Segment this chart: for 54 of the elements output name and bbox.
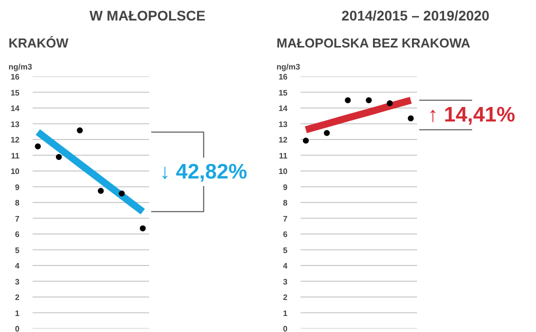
y-tick-label: 10 — [278, 167, 288, 176]
y-tick-label: 16 — [10, 72, 20, 82]
y-tick-label: 2 — [15, 293, 20, 302]
y-tick-label: 4 — [15, 262, 20, 270]
y-tick-label: 3 — [15, 277, 20, 286]
y-tick-label: 13 — [278, 120, 288, 129]
y-tick-label: 12 — [278, 136, 288, 144]
y-tick-label: 5 — [15, 246, 20, 255]
point — [408, 115, 414, 122]
text: ↑ 14,41% — [428, 104, 516, 127]
y-axis-title: ng/m3 — [276, 62, 301, 72]
y-tick-label: 8 — [15, 198, 20, 208]
point — [386, 100, 393, 106]
y-tick-label: 1 — [15, 308, 20, 318]
y-tick-label: 9 — [15, 182, 20, 192]
point — [76, 127, 83, 134]
y-tick-label: 10 — [10, 167, 20, 176]
y-tick-label: 0 — [283, 324, 288, 332]
y-tick-label: 14 — [278, 104, 288, 113]
y-tick-label: 9 — [283, 182, 288, 192]
point — [324, 130, 330, 136]
point — [56, 154, 62, 160]
text: 2014/2015 – 2019/2020 — [342, 8, 490, 24]
y-tick-label: 0 — [15, 324, 20, 332]
y-tick-label: 4 — [283, 262, 288, 270]
point — [140, 225, 146, 232]
y-tick-label: 13 — [10, 120, 20, 129]
point — [366, 97, 372, 104]
point — [98, 188, 104, 194]
point — [34, 143, 41, 150]
y-tick-label: 1 — [283, 308, 288, 318]
y-tick-label: 15 — [10, 88, 20, 98]
y-tick-label: 7 — [15, 214, 20, 224]
y-tick-label: 8 — [283, 198, 288, 208]
text: ↓ 42,82% — [160, 160, 248, 184]
y-tick-label: 7 — [283, 214, 288, 224]
chart-title: MAŁOPOLSKA BEZ KRAKOWA — [276, 36, 471, 50]
y-tick-label: 5 — [283, 246, 288, 255]
y-tick-label: 14 — [10, 104, 20, 113]
point — [302, 138, 309, 144]
y-tick-label: 15 — [278, 88, 288, 98]
y-tick-label: 6 — [15, 230, 20, 239]
point — [118, 190, 125, 197]
y-tick-label: 6 — [283, 230, 288, 239]
y-axis-title: ng/m3 — [8, 62, 33, 72]
chart-title: KRAKÓW — [8, 36, 70, 50]
y-tick-label: 11 — [11, 151, 20, 160]
y-tick-label: 2 — [283, 293, 288, 302]
y-tick-label: 16 — [278, 72, 288, 82]
y-tick-label: 12 — [10, 136, 20, 144]
text: W MAŁOPOLSCE — [90, 8, 206, 24]
point — [344, 97, 351, 104]
y-tick-label: 3 — [283, 277, 288, 286]
y-tick-label: 11 — [279, 151, 288, 160]
